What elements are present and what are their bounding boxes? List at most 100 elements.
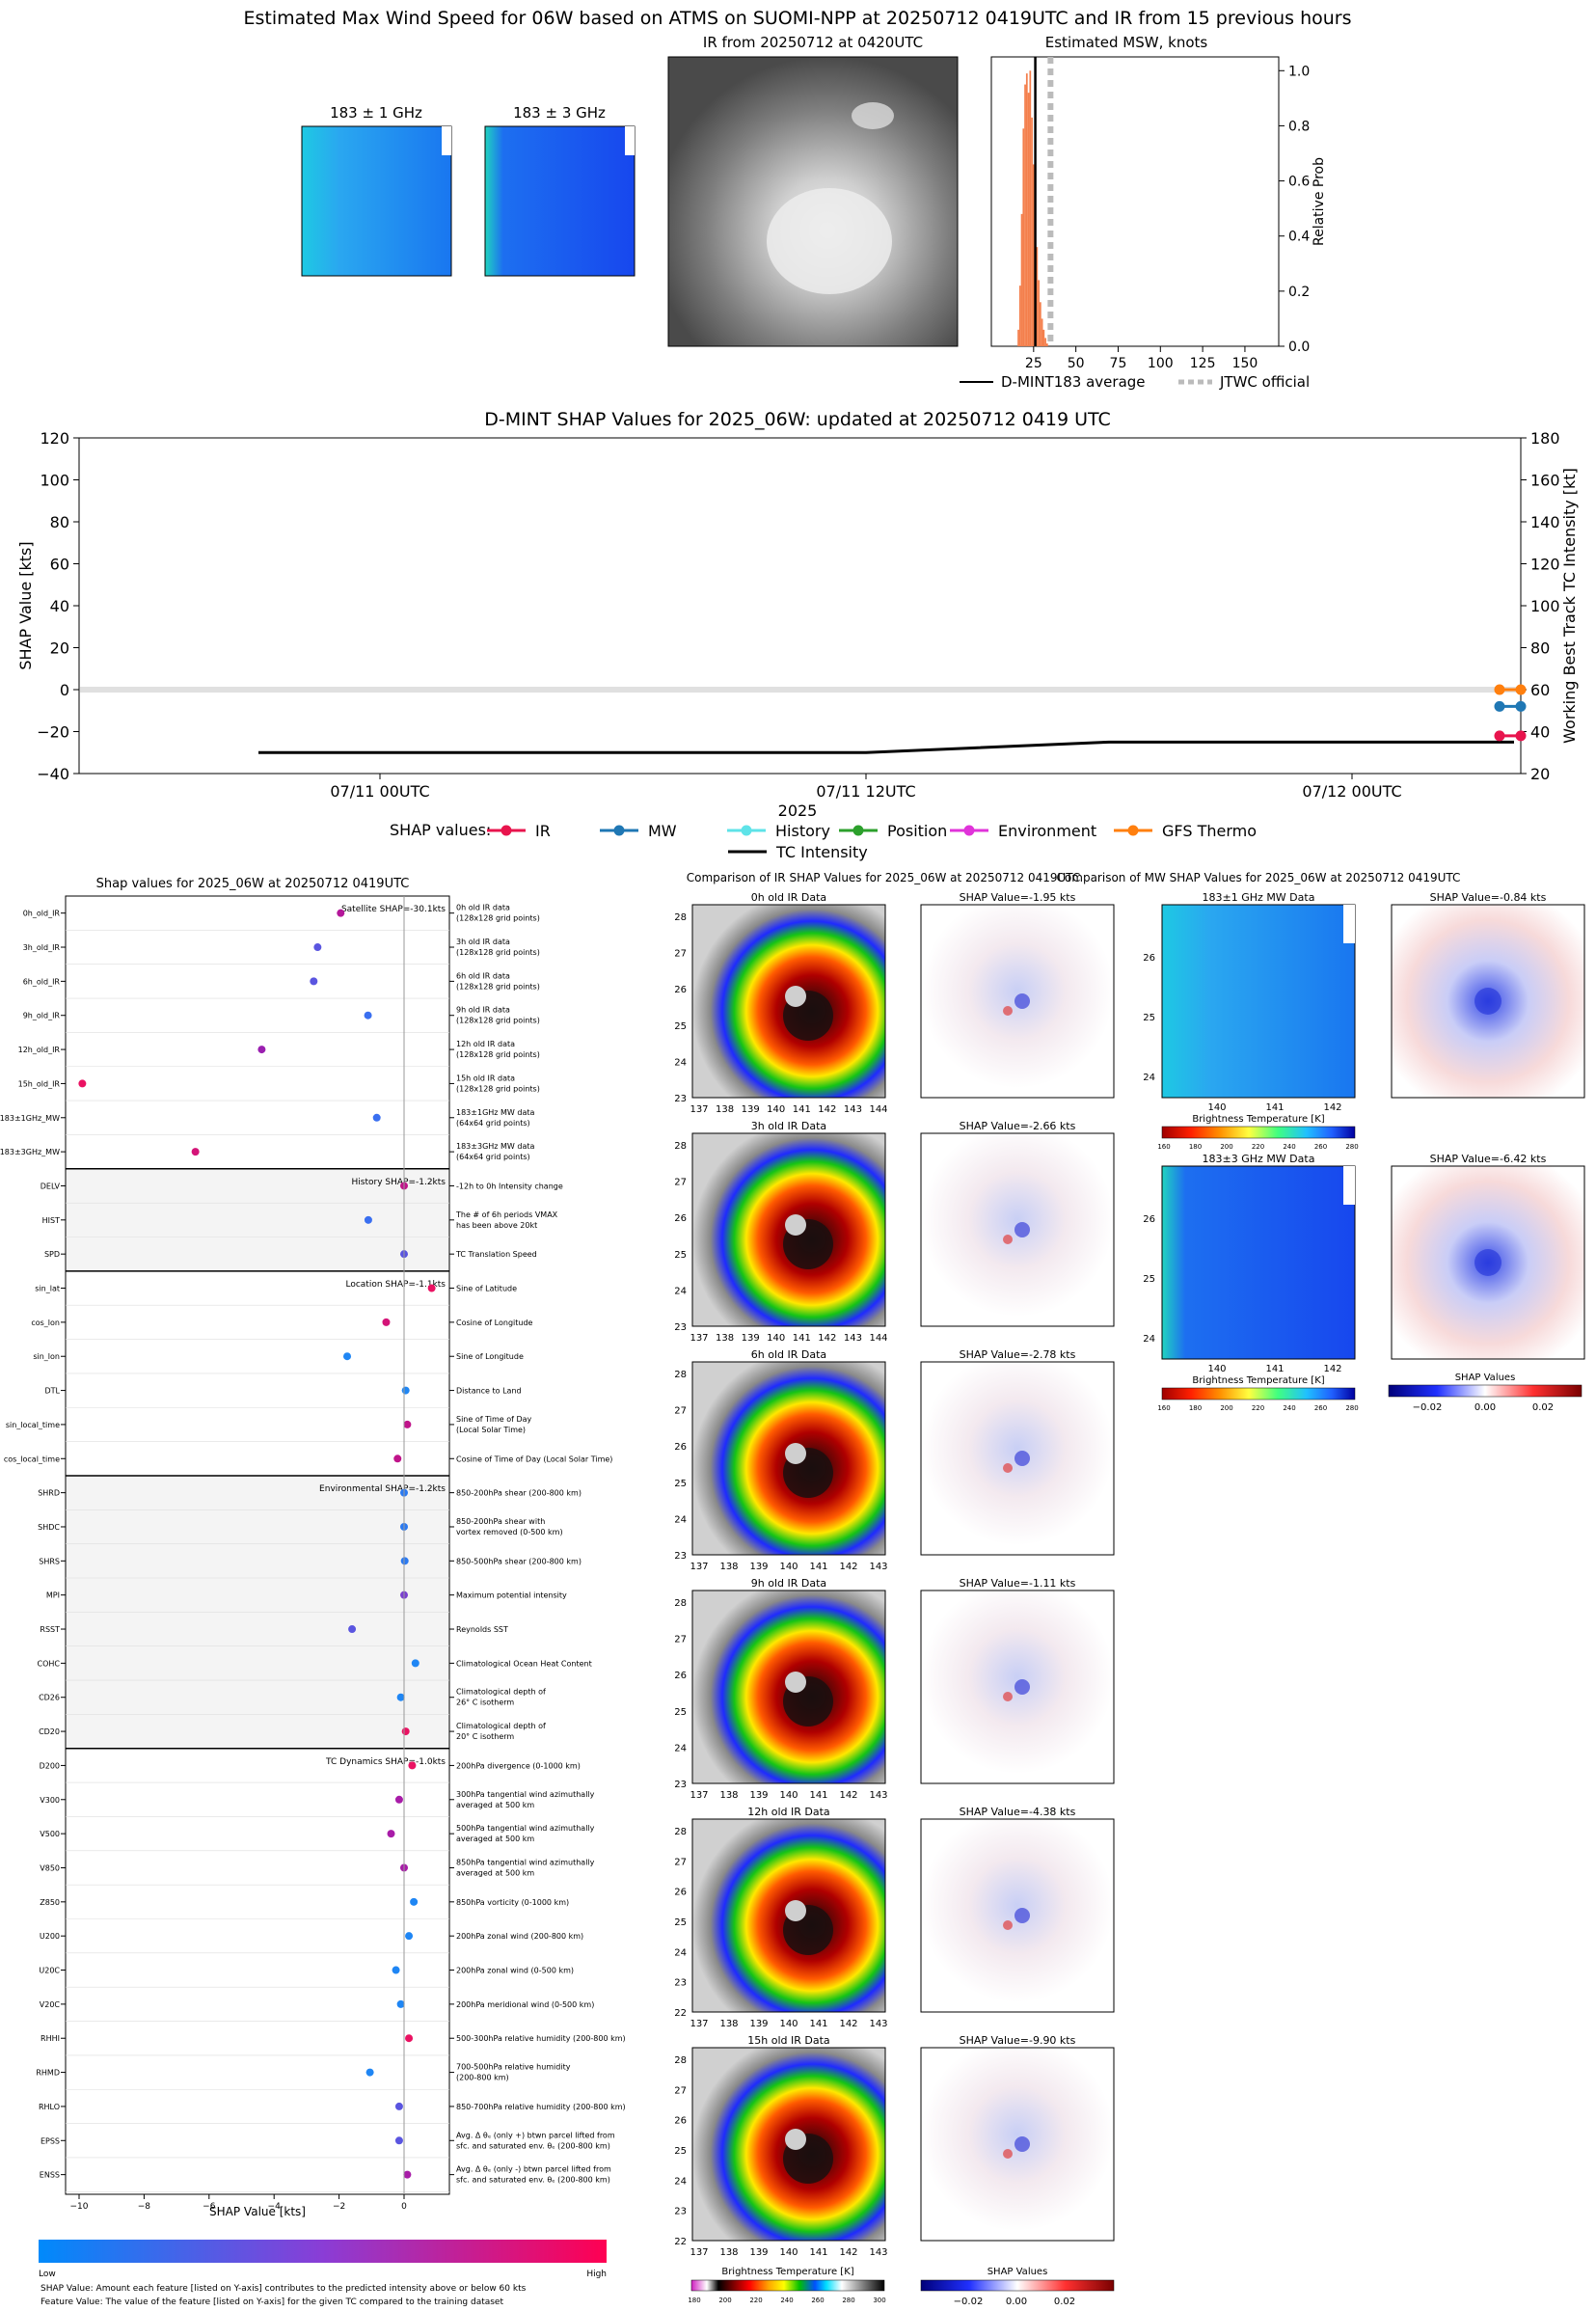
feature-name: RHHI [41,2034,60,2043]
feature-name: U20C [39,1967,60,1975]
ir-lon-label: 142 [839,1790,857,1801]
zero-band [80,687,1520,693]
ir-lon-label: 138 [719,1790,738,1801]
bars-x-tick-label: −10 [70,2202,89,2212]
ir-lat-label: 23 [674,2207,687,2217]
feature-description: 0h old IR data [456,904,510,912]
legend-label: Position [887,822,947,840]
mw-shap-cb-ticks: −0.02 0.00 0.02 [1413,1402,1554,1413]
ir-lon-label: 138 [719,2019,738,2029]
mw-shap-cb-tick: −0.02 [1413,1402,1443,1413]
legend-label: GFS Thermo [1162,822,1257,840]
ir-lon-label: 143 [869,2019,887,2029]
tc-intensity-line [258,740,1514,754]
mw1-image [301,125,452,277]
ir-lat-label: 27 [674,1178,687,1188]
feature-description: 200hPa meridional wind (0-500 km) [456,2000,594,2009]
hist-bar [1041,318,1043,346]
ir-cold-top [785,1443,806,1464]
ir-shap-negative [1014,993,1030,1009]
mw-cb-label: Brightness Temperature [K] [1192,1114,1324,1125]
ir-lon-label: 140 [779,1790,798,1801]
mw-lat-label: 24 [1143,1073,1155,1083]
ir-lon-label: 139 [742,1104,760,1115]
feature-description: 700-500hPa relative humidity [456,2063,571,2072]
mw-cb-tick: 240 [1283,1404,1295,1412]
ts-y-ticks: −40 −20 0 20 40 60 80 100 120 [37,429,79,783]
bars-xlabel: SHAP Value [kts] [209,2205,306,2218]
ir-cb-tick: 240 [780,2297,793,2304]
feature-name: RHLO [39,2103,60,2111]
feature-name: SPD [44,1250,60,1259]
mw-lat-label: 25 [1143,1013,1155,1023]
feature-description: Distance to Land [456,1387,522,1396]
ir-data-title: 15h old IR Data [747,2034,829,2047]
ir-lat-label: 28 [674,1141,687,1152]
ir-shap-negative [1014,1679,1030,1695]
feature-description: -12h to 0h Intensity change [456,1182,563,1190]
ir-lon-label: 138 [719,2247,738,2258]
ir-cb-tick: 220 [749,2297,762,2304]
mw-lon-label: 140 [1207,1364,1226,1374]
ir-lat-label: 25 [674,1479,687,1489]
bars-group-backgrounds [66,1168,449,1749]
ir-lon-label: 143 [869,2247,887,2258]
hist-bar [1038,280,1040,346]
ir-lat-label: 25 [674,1250,687,1261]
ir-lon-label: 139 [749,1790,768,1801]
mw-colorbar [1161,1387,1356,1400]
feature-shap-dot [401,1386,410,1395]
feature-description: Avg. Δ θₑ (only +) btwn parcel lifted fr… [456,2131,615,2139]
feature-description: 850-500hPa shear (200-800 km) [456,1557,582,1565]
ir-lat-label: 26 [674,1213,687,1224]
hist-x-tick-label: 50 [1068,356,1085,371]
ir-lon-label: 139 [749,1562,768,1572]
ir-lat-label: 27 [674,2085,687,2096]
feature-description: 200hPa zonal wind (0-500 km) [456,1967,574,1975]
mw-comparison: Comparison of MW SHAP Values for 2025_06… [1057,871,1585,1413]
feature-name: cos_lon [31,1319,60,1327]
mw-swath-gap [1343,905,1355,943]
feature-description: 6h old IR data [456,971,510,980]
ir-data-title: 3h old IR Data [751,1120,826,1132]
mw-cb-tick: 160 [1157,1404,1170,1412]
feature-description: 183±3GHz MW data [456,1142,534,1151]
hist-frame [990,56,1280,347]
ir-lon-label: 143 [844,1333,862,1344]
feature-shap-dot [400,1557,409,1565]
feature-description: (64x64 grid points) [456,1119,530,1128]
mw-swath-gap [1343,1166,1355,1205]
mw3-image [484,125,636,277]
ir-lat-label: 24 [674,1514,687,1525]
feature-shap-dot [365,2068,374,2077]
ts-y-tick-label: −20 [37,723,69,742]
ir-lon-label: 141 [793,1104,811,1115]
feature-description: (200-800 km) [456,2074,509,2082]
ts-x-ticks: 07/11 00UTC 07/11 12UTC 07/12 00UTC [330,774,1402,801]
ts-y2-tick-label: 140 [1530,513,1560,531]
feature-description: 300hPa tangential wind azimuthally [456,1790,595,1799]
ts-ylabel: SHAP Value [kts] [16,541,35,669]
feature-description: Avg. Δ θₑ (only -) btwn parcel lifted fr… [456,2165,611,2174]
mw-cb-tick: 220 [1252,1404,1264,1412]
feature-description: (128x128 grid points) [456,1084,540,1093]
feature-name: V300 [40,1796,60,1805]
ir-lat-label: 26 [674,2116,687,2127]
ir-shap-cb-tick: −0.02 [954,2297,984,2307]
mw-colorbar [1161,1126,1356,1139]
ir-shap-positive [1003,1920,1013,1930]
hist-y-tick-label: 0.8 [1288,119,1310,134]
feature-description: 500-300hPa relative humidity (200-800 km… [456,2034,626,2043]
feature-name: sin_local_time [6,1421,60,1429]
hist-bar [1039,302,1041,346]
ir-shap-title: SHAP Value=-2.78 kts [960,1348,1076,1361]
group-label: History SHAP=-1.2kts [352,1178,446,1187]
ir-lat-label: 26 [674,985,687,995]
ts-y-tick-label: 60 [50,556,69,574]
ir-shap-negative [1014,1222,1030,1237]
legend-marker [613,825,625,836]
hist-bar [1031,117,1033,346]
ts-y2-tick-label: 20 [1530,765,1550,783]
ir-lon-label: 141 [809,2019,827,2029]
